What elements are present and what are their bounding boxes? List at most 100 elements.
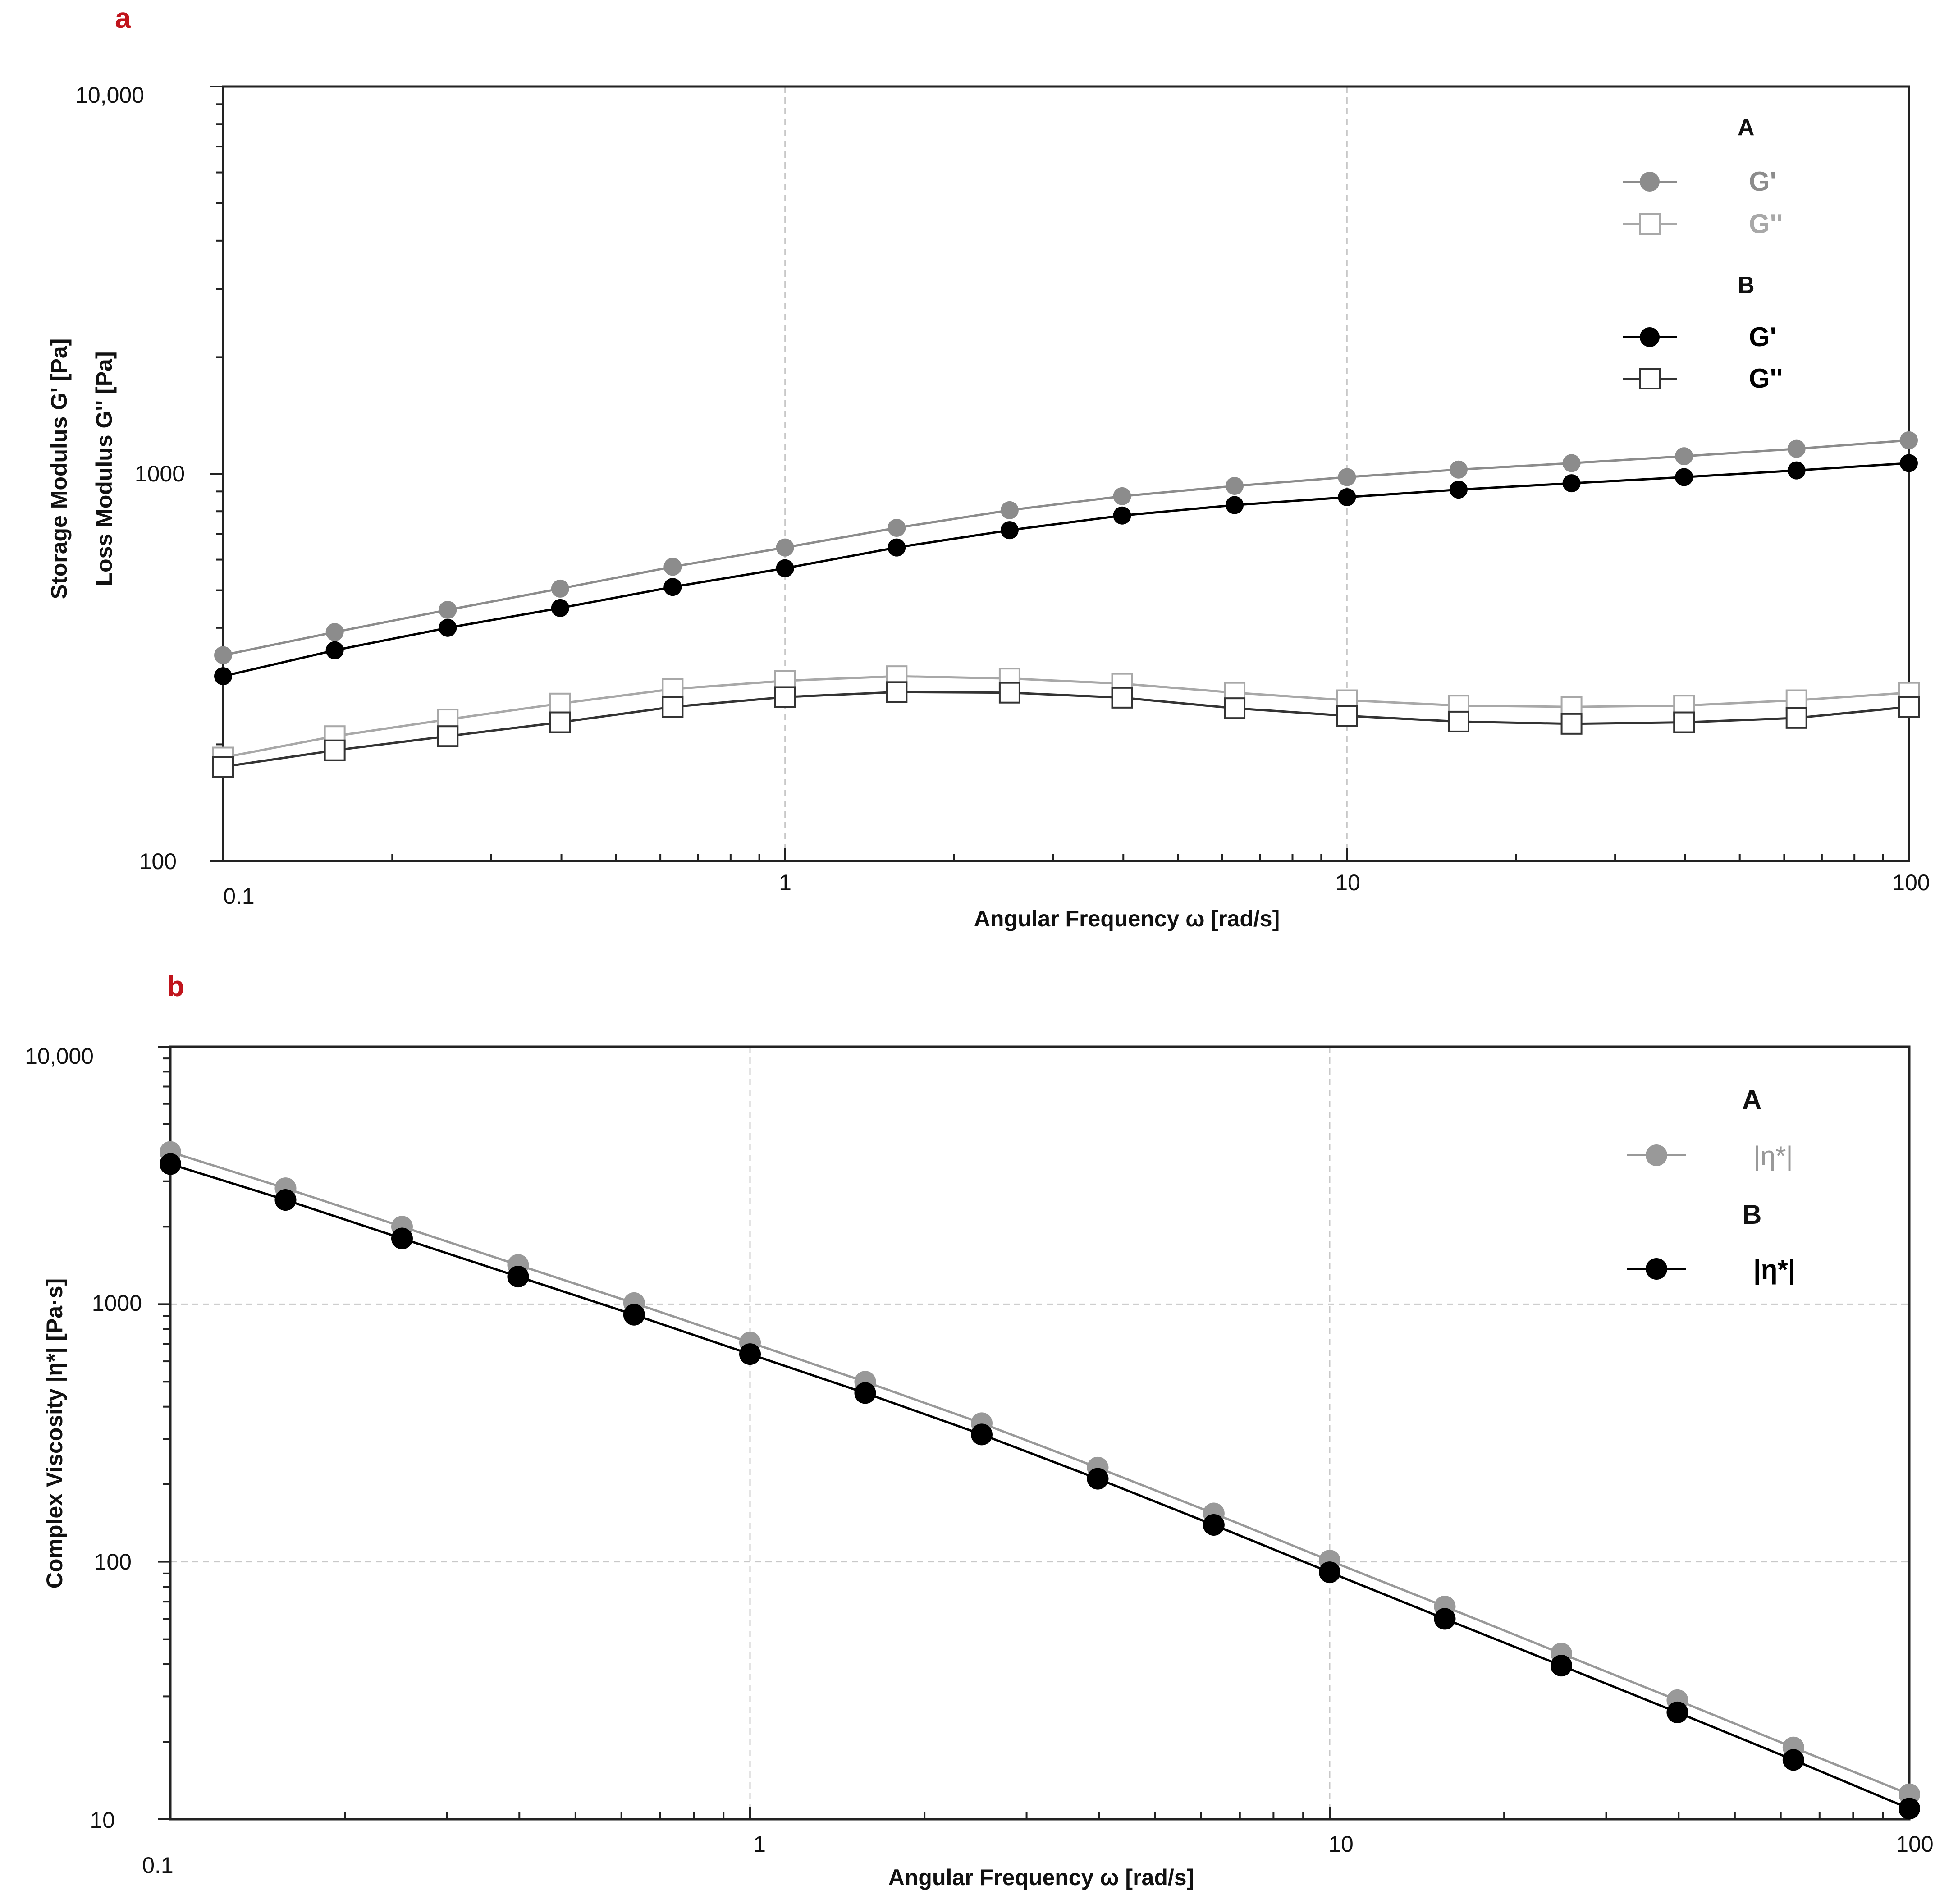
data-point-a-g xyxy=(776,538,794,557)
legend-group-b-heading: B xyxy=(1742,1199,1761,1230)
data-point-a-g xyxy=(1113,487,1131,505)
series-line-b-g xyxy=(223,462,1909,677)
data-point-a-g xyxy=(1562,454,1581,472)
panel-a-letter: a xyxy=(115,2,131,34)
legend-a-eta-label: |η*| xyxy=(1753,1141,1793,1171)
data-point-a-g xyxy=(1900,431,1918,449)
panel-b-ticks xyxy=(158,1046,1884,1820)
panel-b-y-axis-title: Complex Viscosity |η*| [Pa·s] xyxy=(42,1278,68,1588)
panel-a-x-tick-label: 100 xyxy=(1892,870,1930,895)
data-point-b xyxy=(1666,1701,1688,1723)
data-point-b-g xyxy=(324,739,346,761)
legend-b-gpp-label: G'' xyxy=(1749,363,1783,394)
panel-b-x-axis-title: Angular Frequency ω [rad/s] xyxy=(888,1865,1194,1890)
data-point-a-g xyxy=(551,579,569,598)
data-point-b xyxy=(1550,1655,1572,1677)
data-point-b-g xyxy=(776,559,794,577)
panel-a: a 0.1 1 10 100 100 1000 10,000 Angular F… xyxy=(46,2,1930,931)
data-point-b-g xyxy=(1562,474,1581,493)
legend-a-gp-marker xyxy=(1640,172,1660,192)
data-point-a-g xyxy=(1449,460,1468,479)
panel-b-plot-frame xyxy=(169,1045,1911,1821)
legend-b-eta-marker xyxy=(1646,1258,1667,1280)
panel-a-x-tick-label: 1 xyxy=(779,870,791,895)
data-point-b xyxy=(1319,1561,1340,1584)
series-line-a xyxy=(170,1151,1910,1795)
panel-b-y-tick-label: 100 xyxy=(94,1549,132,1574)
data-point-b-g xyxy=(214,667,232,686)
panel-b: b 0.1 1 10 100 10 100 1000 10,000 Angula… xyxy=(25,970,1934,1890)
series-line-a-g xyxy=(223,675,1909,759)
data-point-b-g xyxy=(663,578,682,596)
data-point-b-g xyxy=(1560,713,1583,735)
panel-a-y-axis-title: Storage Modulus G' [Pa] xyxy=(46,339,72,600)
data-point-b-g xyxy=(551,599,569,617)
data-point-b xyxy=(623,1304,645,1326)
legend-b-gp-label: G' xyxy=(1749,322,1776,352)
data-point-b-g xyxy=(1900,454,1918,472)
legend-group-a-heading: A xyxy=(1742,1085,1761,1115)
series-line-b xyxy=(170,1163,1910,1810)
legend-b-eta-label: |η*| xyxy=(1753,1254,1796,1285)
panel-b-series xyxy=(160,1141,1920,1820)
data-point-b-g xyxy=(1449,481,1468,499)
data-point-b xyxy=(739,1343,761,1365)
legend-group-b-heading: B xyxy=(1738,272,1755,298)
data-point-b-g xyxy=(1787,461,1806,480)
data-point-b xyxy=(160,1153,181,1175)
data-point-a-g xyxy=(325,623,344,641)
panel-a-y-axis-title-2: Loss Modulus G'' [Pa] xyxy=(91,351,117,586)
data-point-b-g xyxy=(1111,687,1133,709)
data-point-b-g xyxy=(1000,521,1019,540)
data-point-a-g xyxy=(214,646,232,664)
data-point-a-g xyxy=(1338,468,1356,486)
panel-b-x-tick-label: 1 xyxy=(753,1831,766,1857)
data-point-b xyxy=(1203,1514,1225,1536)
panel-a-y-tick-label: 100 xyxy=(139,849,177,874)
data-point-b xyxy=(1087,1468,1109,1490)
panel-b-x-tick-label: 100 xyxy=(1896,1831,1933,1857)
data-point-b-g xyxy=(325,641,344,659)
panel-a-x-tick-label: 0.1 xyxy=(223,883,255,909)
panel-a-ticks xyxy=(210,86,1884,862)
data-point-b-g xyxy=(886,681,908,703)
data-point-a-g xyxy=(1000,501,1019,519)
data-point-b-g xyxy=(212,756,234,778)
series-line-a-g xyxy=(223,439,1909,656)
panel-b-y-tick-label: 10,000 xyxy=(25,1044,94,1069)
panel-b-x-tick-label: 10 xyxy=(1328,1831,1354,1857)
data-point-a-g xyxy=(663,558,682,576)
panel-a-y-tick-label: 10,000 xyxy=(75,82,144,108)
data-point-b-g xyxy=(1447,710,1469,732)
data-point-b xyxy=(274,1189,297,1211)
data-point-b-g xyxy=(1336,705,1358,727)
data-point-b-g xyxy=(1113,506,1131,525)
panel-b-letter: b xyxy=(167,970,184,1002)
legend-group-a-heading: A xyxy=(1738,114,1755,141)
data-point-b-g xyxy=(662,696,684,718)
data-point-b-g xyxy=(998,682,1020,704)
legend-a-gpp-marker xyxy=(1639,213,1661,235)
data-point-a-g xyxy=(1675,447,1693,466)
data-point-b xyxy=(507,1266,529,1288)
data-point-b xyxy=(970,1423,993,1446)
data-point-a-g xyxy=(439,601,457,619)
data-point-b-g xyxy=(439,618,457,637)
panel-b-y-tick-label: 10 xyxy=(90,1808,115,1833)
data-point-b-g xyxy=(1673,711,1695,733)
data-point-b-g xyxy=(1675,468,1693,486)
legend-b-gpp-marker xyxy=(1639,368,1661,389)
panel-a-y-tick-label: 1000 xyxy=(135,461,185,486)
data-point-a-g xyxy=(1226,477,1244,495)
data-point-b-g xyxy=(774,686,796,708)
data-point-a-g xyxy=(662,678,684,700)
data-point-b-g xyxy=(1338,488,1356,506)
data-point-b-g xyxy=(888,538,906,557)
data-point-b-g xyxy=(549,711,571,733)
panel-a-series xyxy=(212,431,1920,778)
series-line-b-g xyxy=(223,691,1909,768)
data-point-a-g xyxy=(549,692,571,714)
panel-b-x-tick-label: 0.1 xyxy=(142,1853,174,1878)
